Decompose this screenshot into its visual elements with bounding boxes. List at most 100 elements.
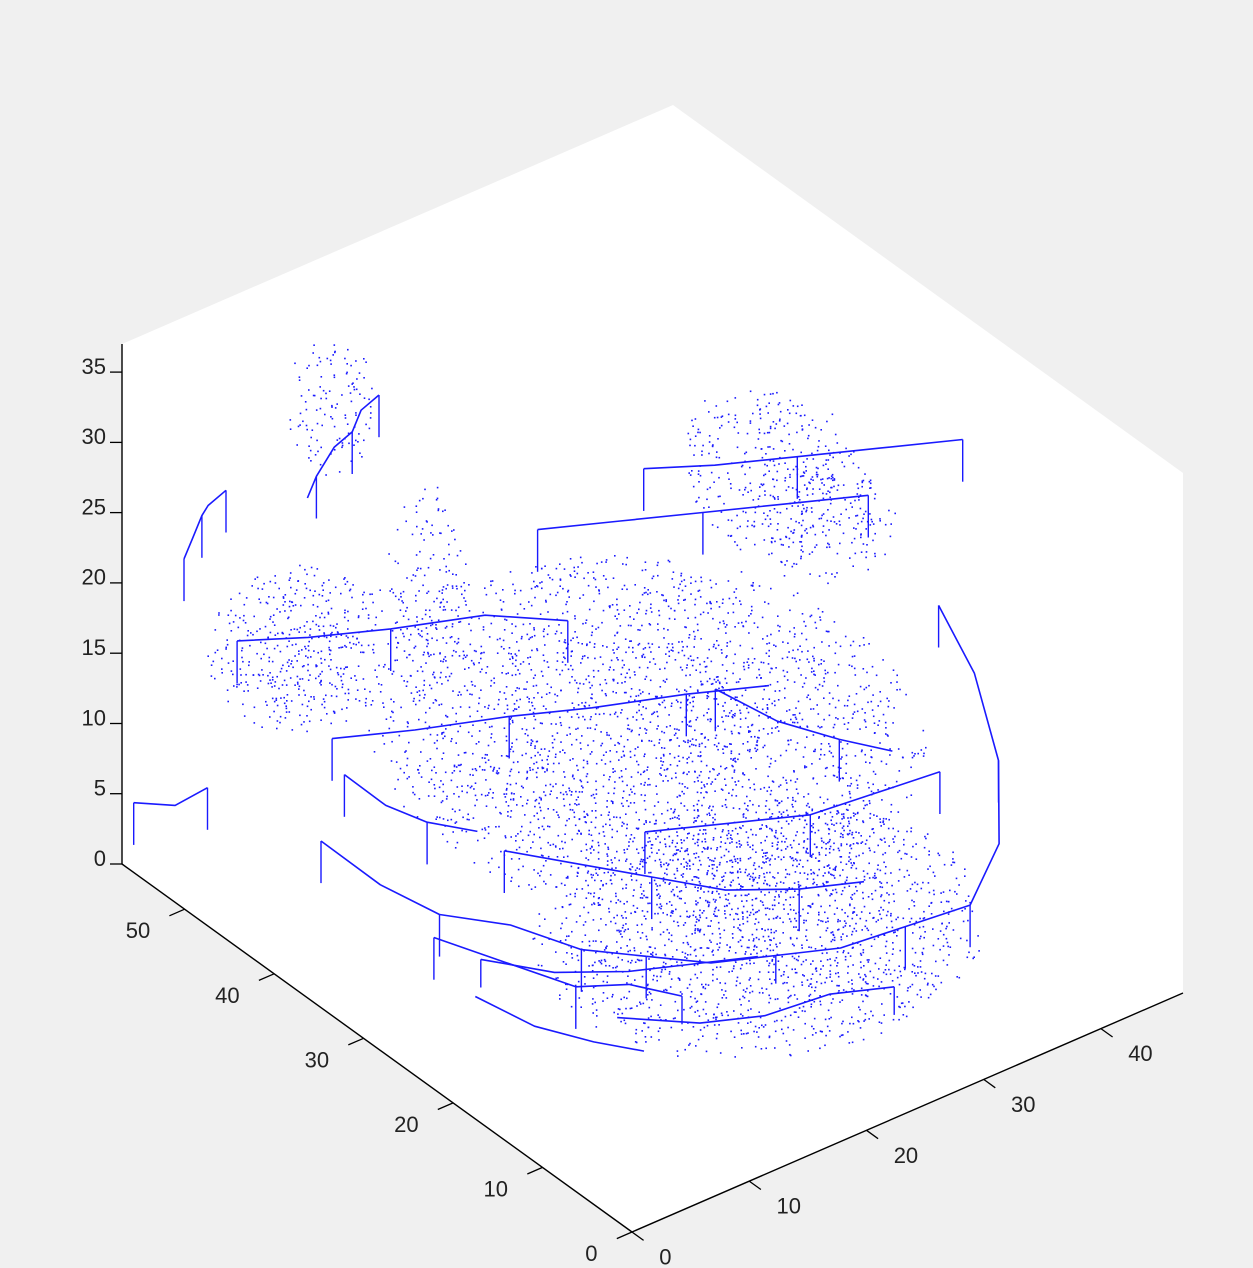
- data-point-4760: [811, 493, 814, 495]
- data-point-3255: [928, 905, 930, 907]
- data-point-1354: [670, 607, 672, 610]
- data-point-3164: [851, 987, 853, 990]
- data-point-74: [551, 578, 554, 581]
- data-point-4717: [711, 445, 714, 447]
- data-point-4397: [863, 965, 865, 967]
- data-point-4604: [833, 478, 836, 480]
- data-point-1245: [743, 802, 746, 805]
- data-point-407: [478, 730, 481, 732]
- data-point-2723: [795, 926, 797, 928]
- data-point-4819: [786, 422, 789, 425]
- data-point-3479: [849, 903, 851, 906]
- data-point-4369: [820, 982, 823, 985]
- data-point-2608: [639, 937, 642, 939]
- data-point-861: [662, 594, 664, 597]
- data-point-3334: [915, 858, 918, 860]
- data-point-2851: [752, 913, 755, 916]
- data-point-475: [587, 870, 590, 873]
- data-point-65: [716, 890, 718, 893]
- data-point-4415: [848, 517, 850, 519]
- data-point-1923: [677, 599, 679, 601]
- data-point-2523: [462, 816, 464, 819]
- data-point-270: [755, 750, 757, 752]
- data-point-4108: [766, 871, 768, 874]
- data-point-4627: [829, 496, 831, 499]
- data-point-1027: [575, 790, 577, 793]
- data-point-4748: [866, 544, 868, 546]
- data-point-2505: [670, 739, 672, 741]
- data-point-1747: [715, 647, 717, 650]
- data-point-3674: [625, 887, 627, 889]
- data-point-266: [583, 810, 585, 813]
- data-point-4614: [874, 555, 876, 558]
- data-point-1481: [393, 701, 395, 703]
- data-point-1944: [659, 864, 662, 866]
- data-point-4892: [864, 473, 866, 475]
- data-point-595: [564, 639, 566, 641]
- data-point-4030: [742, 918, 744, 920]
- data-point-2207: [581, 735, 583, 737]
- data-point-495: [485, 805, 488, 807]
- data-point-3773: [658, 858, 661, 861]
- data-point-4994: [243, 715, 246, 717]
- data-point-2032: [403, 771, 405, 774]
- data-point-3911: [958, 976, 961, 979]
- data-point-549: [465, 830, 468, 833]
- data-point-459: [534, 886, 537, 888]
- data-point-2060: [700, 684, 703, 686]
- data-point-2769: [688, 832, 690, 835]
- data-point-4600: [793, 562, 795, 565]
- data-point-298: [699, 613, 702, 616]
- data-point-2421: [663, 637, 665, 639]
- data-point-868: [448, 675, 451, 678]
- data-point-2369: [514, 665, 517, 667]
- data-point-643: [553, 738, 556, 741]
- data-point-4219: [597, 897, 600, 900]
- data-point-4707: [790, 530, 792, 533]
- data-point-1197: [460, 763, 462, 766]
- data-point-2653: [747, 1032, 749, 1034]
- data-point-2893: [641, 860, 644, 863]
- data-point-3359: [778, 894, 780, 896]
- data-point-3012: [741, 1047, 743, 1049]
- data-point-845: [585, 619, 588, 621]
- data-point-3710: [610, 920, 612, 923]
- data-point-62: [677, 587, 680, 590]
- data-point-3009: [930, 902, 932, 904]
- data-point-3805: [739, 888, 742, 890]
- data-point-2939: [559, 994, 561, 996]
- data-point-2535: [495, 826, 497, 828]
- data-point-1948: [765, 652, 768, 655]
- data-point-1569: [473, 663, 475, 666]
- data-point-3788: [776, 945, 778, 948]
- data-point-725: [580, 748, 582, 750]
- data-point-1801: [427, 795, 430, 797]
- data-point-1977: [638, 608, 640, 611]
- data-point-1388: [485, 593, 488, 596]
- data-point-3: [428, 725, 431, 728]
- data-point-2921: [698, 914, 701, 917]
- data-point-2296: [501, 672, 503, 674]
- data-point-2320: [422, 738, 425, 741]
- data-point-2165: [761, 901, 764, 904]
- data-point-3578: [900, 857, 903, 860]
- data-point-4308: [670, 890, 673, 893]
- data-point-3954: [576, 888, 578, 890]
- data-point-759: [530, 888, 533, 890]
- data-point-925: [590, 634, 593, 637]
- data-point-3090: [903, 966, 906, 969]
- data-point-4800: [739, 525, 741, 528]
- data-point-4694: [741, 464, 744, 467]
- data-point-4882: [788, 546, 790, 548]
- data-point-3269: [663, 822, 666, 824]
- data-point-1800: [745, 868, 747, 871]
- data-point-2096: [754, 702, 756, 705]
- data-point-1378: [750, 757, 752, 759]
- data-point-4358: [888, 968, 890, 971]
- data-point-176: [478, 662, 480, 664]
- data-point-2957: [634, 961, 637, 963]
- data-point-3810: [677, 977, 680, 979]
- data-point-3612: [758, 909, 760, 912]
- data-point-2486: [671, 839, 674, 842]
- data-point-707: [480, 689, 482, 691]
